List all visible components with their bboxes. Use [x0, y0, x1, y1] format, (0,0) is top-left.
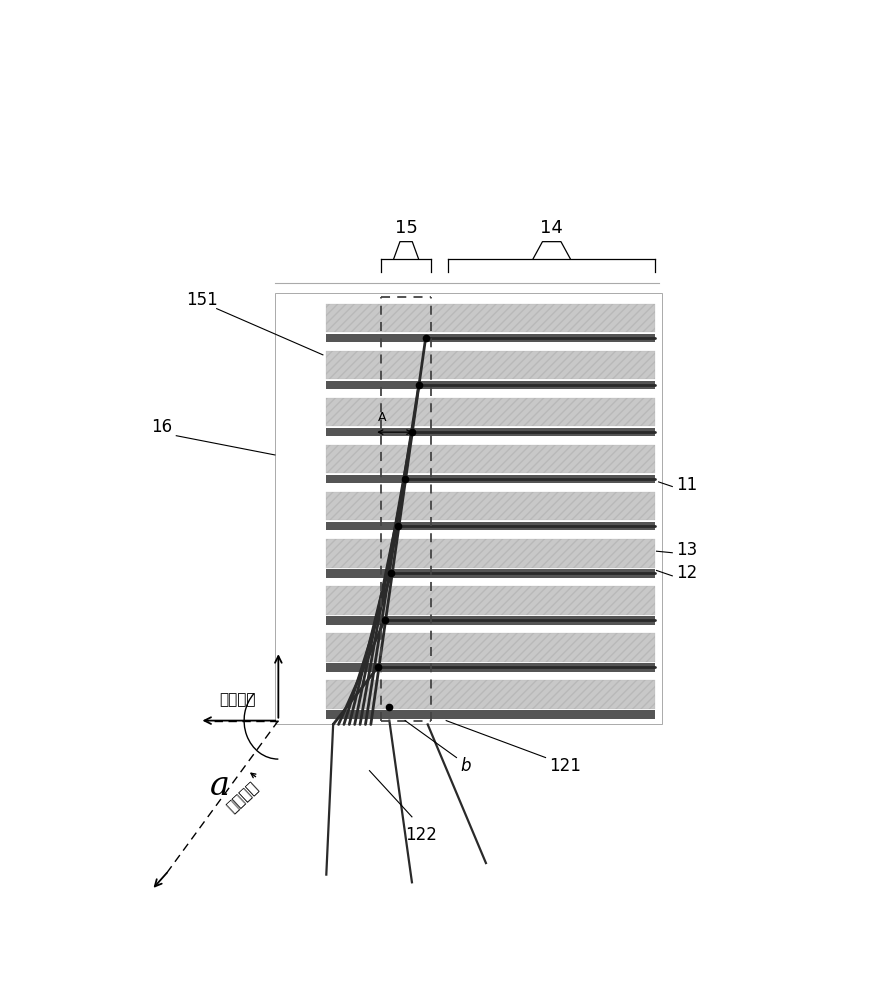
Bar [275, 293, 662, 724]
Bar [326, 539, 655, 568]
Bar [326, 445, 655, 473]
Bar [326, 616, 655, 625]
Bar [326, 492, 655, 520]
Bar [326, 381, 655, 389]
Bar [326, 334, 655, 342]
Bar [326, 586, 655, 615]
Text: 11: 11 [675, 476, 697, 494]
Bar [326, 475, 655, 483]
Bar [326, 569, 655, 578]
Text: A: A [377, 411, 386, 424]
Text: 122: 122 [405, 826, 437, 844]
Bar [326, 351, 655, 379]
Text: 14: 14 [540, 219, 563, 237]
Text: b: b [460, 757, 470, 775]
Text: 16: 16 [152, 418, 172, 436]
Bar [326, 680, 655, 709]
Text: 15: 15 [394, 219, 417, 237]
Text: 13: 13 [675, 541, 697, 559]
Bar [326, 680, 655, 709]
Bar [326, 445, 655, 473]
Bar [326, 398, 655, 426]
Bar [326, 492, 655, 520]
Text: 121: 121 [549, 757, 581, 775]
Bar [326, 522, 655, 530]
Bar [326, 539, 655, 568]
Bar [326, 351, 655, 379]
Bar [326, 633, 655, 662]
Bar [326, 586, 655, 615]
Bar [326, 304, 655, 332]
Bar [326, 633, 655, 662]
Bar [326, 663, 655, 672]
Text: 151: 151 [186, 291, 217, 309]
Bar [326, 398, 655, 426]
Text: a: a [210, 770, 230, 802]
Text: 第一方向: 第一方向 [219, 692, 255, 707]
Bar [326, 710, 655, 719]
Text: 第二方向: 第二方向 [224, 780, 261, 816]
Bar [326, 428, 655, 436]
Bar [326, 304, 655, 332]
Text: 12: 12 [675, 564, 697, 582]
